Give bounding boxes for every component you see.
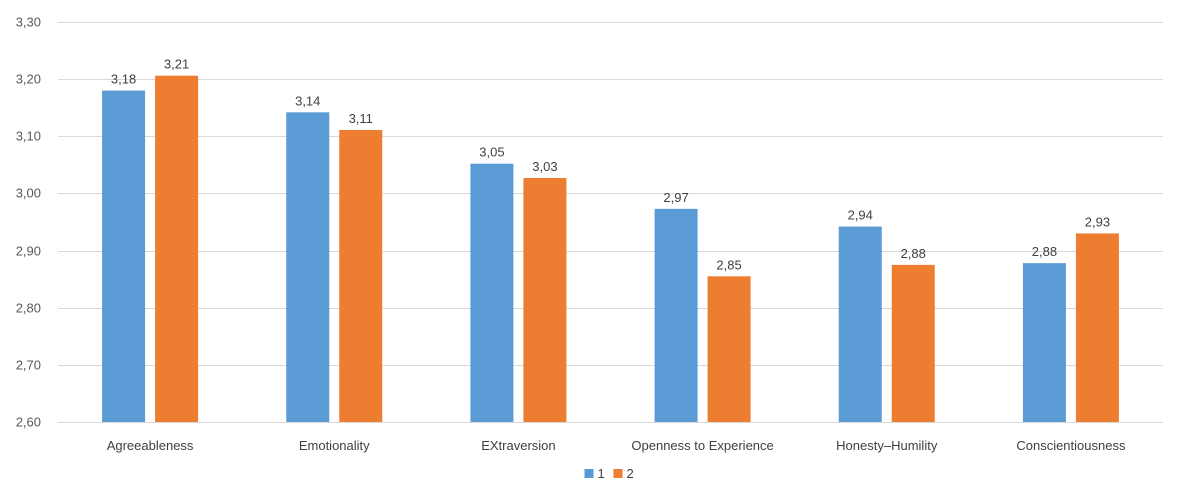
legend-swatch: [613, 469, 623, 478]
y-tick-label: 2,70: [16, 358, 41, 373]
legend-swatch: [584, 469, 594, 478]
data-label: 2,88: [901, 246, 926, 261]
bar-series-1-2: [470, 163, 514, 422]
x-category-label: Honesty–Humility: [836, 438, 938, 453]
data-label: 2,93: [1085, 214, 1110, 229]
bar-series-2-3: [707, 276, 751, 422]
bar-series-1-3: [654, 208, 698, 422]
bar-series-1-1: [286, 112, 330, 423]
y-axis-ticks: 2,60 2,70 2,80 2,90 3,00 3,10 3,20 3,30: [16, 15, 41, 430]
y-tick-label: 2,80: [16, 301, 41, 316]
data-label: 3,18: [111, 72, 136, 87]
legend-label: 1: [598, 466, 605, 481]
data-label: 2,94: [848, 208, 873, 223]
x-category-label: Agreeableness: [107, 438, 194, 453]
x-category-label: Conscientiousness: [1016, 438, 1126, 453]
legend-item-1: 1: [584, 466, 605, 481]
y-tick-label: 3,30: [16, 15, 41, 30]
data-labels: 3,18 3,21 3,14 3,11 3,05 3,03 2,97 2,85 2,94 2,88…: [111, 57, 1110, 273]
data-label: 3,05: [479, 145, 504, 160]
x-category-label: EXtraversion: [481, 438, 555, 453]
data-label: 2,97: [663, 190, 688, 205]
y-tick-label: 2,90: [16, 244, 41, 259]
bar-series-1-4: [838, 226, 882, 422]
bars: [102, 75, 1119, 423]
data-label: 3,14: [295, 93, 320, 108]
x-category-label: Openness to Experience: [631, 438, 773, 453]
bar-series-2-2: [523, 178, 567, 422]
data-label: 3,03: [532, 159, 557, 174]
y-tick-label: 3,20: [16, 72, 41, 87]
x-category-label: Emotionality: [299, 438, 370, 453]
data-label: 3,11: [349, 111, 373, 126]
y-tick-label: 2,60: [16, 415, 41, 430]
bar-series-1-5: [1022, 263, 1066, 422]
legend-item-2: 2: [613, 466, 634, 481]
data-label: 2,85: [716, 257, 741, 272]
legend-label: 2: [627, 466, 634, 481]
bar-series-2-0: [155, 75, 199, 422]
x-axis-categories: Agreeableness Emotionality EXtraversion Ope…: [107, 438, 1126, 453]
bar-series-2-4: [891, 264, 935, 422]
gridlines: [58, 22, 1163, 423]
y-tick-label: 3,00: [16, 186, 41, 201]
bar-series-2-5: [1075, 233, 1119, 422]
bar-series-1-0: [102, 90, 146, 423]
data-label: 3,21: [164, 57, 189, 72]
y-tick-label: 3,10: [16, 129, 41, 144]
bar-series-2-1: [339, 130, 383, 422]
data-label: 2,88: [1032, 244, 1057, 259]
